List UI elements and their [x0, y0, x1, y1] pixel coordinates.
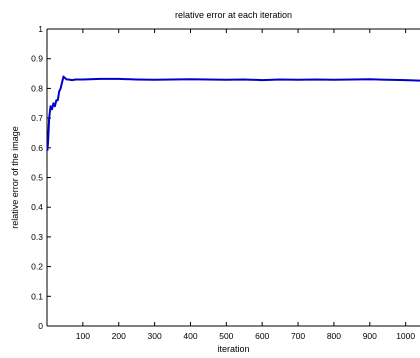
y-axis-label: relative error of the image: [10, 126, 20, 229]
y-tick-label: 0.5: [31, 173, 43, 183]
y-tick-label: 0: [38, 321, 43, 331]
y-tick-label: 0.3: [31, 232, 43, 242]
y-tick-label: 0.9: [31, 54, 43, 64]
x-tick-label: 500: [219, 331, 233, 341]
x-tick-label: 300: [148, 331, 162, 341]
x-tick-label: 1000: [396, 331, 415, 341]
y-tick-label: 0.6: [31, 143, 43, 153]
x-tick-label: 200: [112, 331, 126, 341]
y-tick-label: 0.8: [31, 83, 43, 93]
y-tick-label: 0.2: [31, 262, 43, 272]
y-tick-label: 0.7: [31, 113, 43, 123]
axes: 100 200 300 400 500 600 700 800 900 1000 0 0.1 0.2 0.…: [31, 24, 420, 341]
x-tick-label: 700: [291, 331, 305, 341]
y-tick-label: 0.1: [31, 291, 43, 301]
chart-title: relative error at each iteration: [175, 10, 292, 20]
x-tick-label: 600: [255, 331, 269, 341]
y-tick-label: 0.4: [31, 202, 43, 212]
x-tick-label: 900: [363, 331, 377, 341]
x-tick-label: 400: [183, 331, 197, 341]
y-tick-label: 1: [38, 24, 43, 34]
x-tick-label: 800: [327, 331, 341, 341]
x-tick-label: 100: [76, 331, 90, 341]
plot-area: [46, 75, 420, 151]
x-axis-label: iteration: [217, 344, 249, 354]
series-line: [46, 75, 420, 151]
